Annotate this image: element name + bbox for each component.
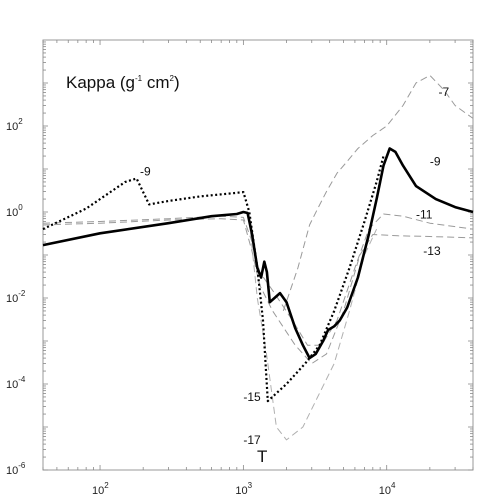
y-tick-label: 10-6 <box>6 461 26 477</box>
x-tick-label: 103 <box>235 481 252 497</box>
annotation-label: -13 <box>423 244 441 258</box>
annotation-label: -7 <box>439 85 450 99</box>
annotation-label: -11 <box>416 208 433 222</box>
x-axis-label: T <box>257 447 267 466</box>
plot-frame <box>42 39 474 471</box>
annotation-label: -9 <box>140 165 151 179</box>
annotation-labels: -7 -9 -9 -11 -13 -15 -17 <box>140 85 450 447</box>
y-axis-label-base: Kappa (g <box>66 73 135 92</box>
series-line <box>282 74 474 312</box>
x-tick-label: 104 <box>379 481 396 497</box>
annotation-label: -15 <box>243 390 261 404</box>
y-axis-label-mid: cm <box>142 73 169 92</box>
x-tick-label: 102 <box>92 481 109 497</box>
y-tick-label: 102 <box>6 117 23 133</box>
annotation-label: -9 <box>430 155 441 169</box>
series-line <box>42 218 474 364</box>
series-group <box>42 74 474 441</box>
y-tick-label: 10-2 <box>6 289 26 305</box>
axis-ticks: 102 103 104 10-6 10-4 10-2 100 102 <box>6 40 474 497</box>
y-tick-label: 100 <box>6 203 23 219</box>
y-axis-label-sup1: -1 <box>135 74 143 83</box>
series-line <box>42 147 474 360</box>
series-line <box>248 221 378 441</box>
y-axis-label-sup2: 2 <box>170 74 175 83</box>
annotation-label: -17 <box>243 433 261 447</box>
series-line <box>42 155 385 403</box>
y-axis-label: Kappa (g-1 cm2) <box>66 73 180 92</box>
y-tick-label: 10-4 <box>6 375 26 391</box>
y-axis-label-end: ) <box>174 73 180 92</box>
